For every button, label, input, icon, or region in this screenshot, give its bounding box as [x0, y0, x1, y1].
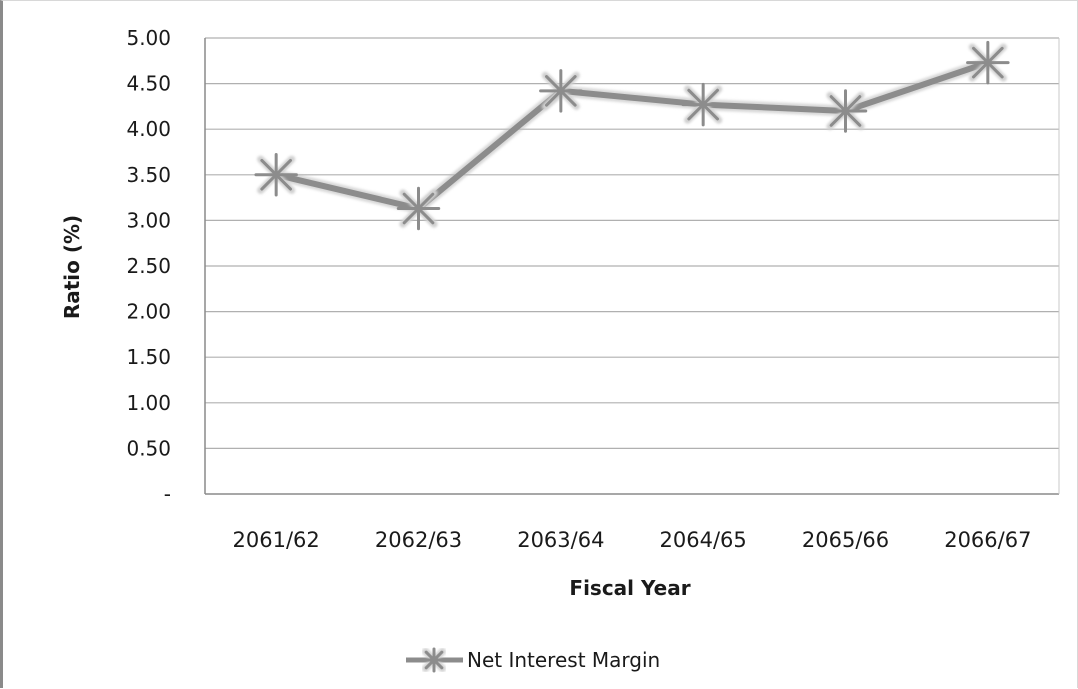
y-tick-label: 0.50 [126, 436, 171, 460]
legend-star-marker [418, 644, 450, 676]
x-tick-labels: 2061/62 2062/63 2063/64 2064/65 2065/66 2066/… [233, 528, 1032, 552]
data-point-marker [677, 79, 729, 131]
x-tick-label: 2065/66 [802, 528, 889, 552]
x-tick-label: 2063/64 [517, 528, 604, 552]
data-point-marker [393, 183, 444, 235]
axes [204, 38, 1060, 495]
data-point-marker [250, 149, 302, 201]
series-line [275, 59, 989, 212]
y-tick-label: 1.50 [126, 345, 171, 369]
y-tick-label: 4.50 [126, 72, 171, 96]
legend-star [418, 644, 450, 676]
data-point-marker [820, 85, 871, 137]
x-tick-label: 2061/62 [233, 528, 320, 552]
y-tick-labels: - 0.50 1.00 1.50 2.00 2.50 3.00 3.50 4.00 4.50 5.0… [126, 26, 171, 506]
y-tick-label: 2.00 [126, 300, 171, 324]
data-point-marker [535, 65, 587, 117]
x-tick-label: 2062/63 [375, 528, 462, 552]
legend: Net Interest Margin [406, 644, 660, 676]
y-tick-label: - [164, 482, 171, 506]
y-tick-label: 3.50 [126, 163, 171, 187]
y-tick-label: 3.00 [126, 208, 171, 232]
x-tick-label: 2064/65 [660, 528, 747, 552]
x-tick-label: 2066/67 [944, 528, 1031, 552]
y-tick-label: 5.00 [126, 26, 171, 50]
y-tick-label: 4.00 [126, 117, 171, 141]
x-axis-title: Fiscal Year [569, 576, 690, 600]
gridlines [205, 37, 1059, 449]
legend-label: Net Interest Margin [467, 648, 660, 672]
data-point-marker [962, 37, 1014, 89]
y-axis-title: Ratio (%) [60, 215, 84, 319]
y-tick-label: 2.50 [126, 254, 171, 278]
line-chart: - 0.50 1.00 1.50 2.00 2.50 3.00 3.50 4.00 4.50 5.0… [60, 26, 1060, 676]
series-net-interest-margin [250, 37, 1014, 235]
series-line-glow [274, 57, 990, 215]
y-tick-label: 1.00 [126, 391, 171, 415]
